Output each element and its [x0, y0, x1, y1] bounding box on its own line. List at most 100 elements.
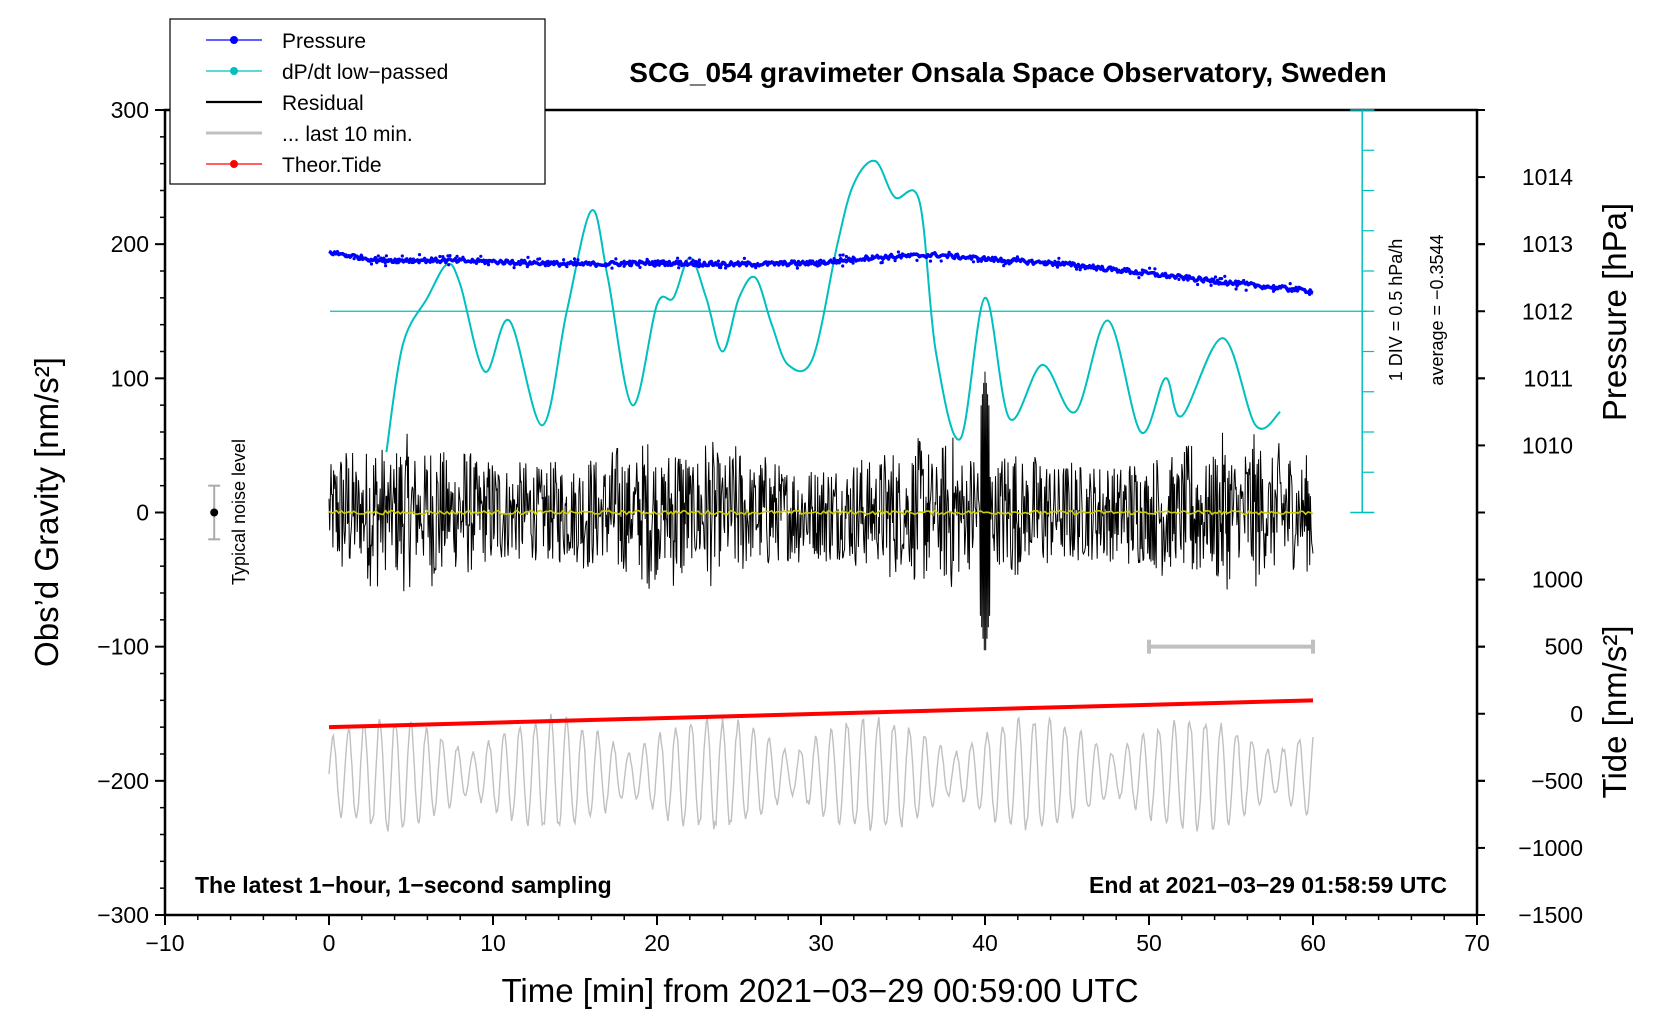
- pressure-point: [344, 255, 348, 259]
- pressure-point: [376, 254, 380, 258]
- y-tick-label: 0: [136, 500, 149, 526]
- pressure-line: [328, 249, 1314, 295]
- pressure-point: [1148, 266, 1152, 270]
- tide-tick-label: 500: [1545, 634, 1583, 660]
- y-tick-label: −300: [97, 902, 149, 928]
- pressure-point: [732, 263, 736, 267]
- pressure-point: [1060, 262, 1064, 266]
- pressure-point: [1120, 268, 1124, 272]
- pressure-point: [1123, 268, 1127, 272]
- pressure-point: [384, 264, 388, 268]
- residual-mean-line: [328, 509, 1314, 516]
- pressure-point: [1288, 282, 1292, 286]
- pressure-point: [915, 258, 919, 262]
- pressure-point: [719, 266, 723, 270]
- pressure-point: [572, 262, 576, 266]
- annotation-bottom-left: The latest 1−hour, 1−second sampling: [195, 872, 612, 898]
- pressure-point: [1196, 282, 1200, 287]
- pressure-point: [576, 258, 580, 262]
- pressure-point: [572, 257, 577, 261]
- pressure-point: [562, 258, 566, 262]
- pressure-point: [1007, 262, 1011, 266]
- tide-tick-label: −1000: [1518, 835, 1583, 861]
- pressure-point: [790, 259, 794, 263]
- pressure-point: [536, 257, 540, 261]
- y-tick-label: −100: [97, 634, 149, 660]
- pressure-point: [753, 262, 757, 267]
- pressure-point: [1236, 280, 1240, 284]
- pressure-point: [697, 265, 701, 269]
- pressure-point: [1003, 261, 1008, 266]
- pressure-point: [1290, 287, 1294, 291]
- pressure-point: [1140, 268, 1144, 272]
- pressure-point: [486, 263, 491, 267]
- pressure-point: [387, 258, 391, 262]
- pressure-point: [809, 259, 813, 263]
- pressure-point: [544, 262, 548, 266]
- pressure-point: [638, 265, 642, 269]
- pressure-point: [1223, 274, 1227, 278]
- pressure-point: [1140, 273, 1144, 277]
- pressure-point: [1218, 280, 1222, 285]
- pressure-point: [822, 261, 826, 265]
- pressure-point: [474, 261, 478, 265]
- chart-title: SCG_054 gravimeter Onsala Space Observat…: [629, 57, 1386, 88]
- annotation-bottom-right: End at 2021−03−29 01:58:59 UTC: [1089, 872, 1447, 898]
- y-tick-label: 300: [111, 97, 149, 123]
- pressure-point: [947, 250, 951, 254]
- pressure-point: [366, 258, 370, 262]
- pressure-point: [434, 258, 438, 262]
- x-tick-label: −10: [145, 930, 184, 956]
- pressure-point: [526, 255, 530, 259]
- pressure-point: [565, 265, 569, 269]
- pressure-point: [1075, 267, 1079, 271]
- legend: Pressure dP/dt low−passed Residual ... l…: [169, 18, 546, 185]
- residual-line: [328, 371, 1314, 651]
- pressure-point: [996, 259, 1000, 263]
- tide-tick-label: 0: [1570, 701, 1583, 727]
- noise-center-dot: [210, 508, 219, 517]
- pressure-point: [841, 253, 845, 257]
- y-axis-label-left: Obs’d Gravity [nm/s²]: [28, 357, 65, 667]
- pressure-point: [622, 259, 626, 263]
- pressure-point: [1177, 277, 1181, 281]
- pressure-point: [716, 259, 721, 263]
- series-layer: [208, 159, 1367, 832]
- pressure-point: [1137, 276, 1141, 280]
- pressure-point: [1011, 259, 1015, 263]
- pressure-point: [512, 266, 516, 270]
- legend-label-pressure: Pressure: [282, 30, 366, 53]
- pressure-point: [622, 264, 626, 268]
- pressure-point: [677, 266, 681, 270]
- last10-line: [328, 713, 1314, 832]
- pressure-point: [520, 260, 524, 264]
- pressure-point: [677, 259, 681, 264]
- pressure-point: [628, 259, 632, 263]
- pressure-point: [1000, 260, 1004, 264]
- pressure-tick-label: 1011: [1524, 365, 1573, 391]
- pressure-point: [340, 251, 344, 256]
- pressure-point: [1218, 277, 1222, 281]
- pressure-point: [841, 264, 845, 268]
- pressure-point: [587, 261, 591, 265]
- pressure-point: [724, 266, 728, 270]
- x-tick-label: 50: [1136, 930, 1162, 956]
- axes-layer: −10 0 10 20 30 40 50 60 703002001000−100−200−300…: [97, 97, 1583, 956]
- legend-label-tide: Theor.Tide: [282, 154, 382, 177]
- pressure-point: [867, 258, 871, 262]
- pressure-point: [1244, 288, 1248, 292]
- legend-label-dpdt: dP/dt low−passed: [282, 61, 448, 84]
- y-axis-label-pressure: Pressure [hPa]: [1596, 203, 1633, 421]
- legend-label-last10: ... last 10 min.: [282, 123, 413, 146]
- pressure-point: [851, 261, 855, 265]
- pressure-point: [1262, 286, 1266, 290]
- pressure-point: [610, 266, 614, 270]
- pressure-point: [455, 254, 459, 258]
- pressure-point: [1271, 289, 1276, 293]
- pressure-point: [697, 258, 702, 262]
- legend-label-residual: Residual: [282, 92, 364, 115]
- x-tick-label: 30: [808, 930, 834, 956]
- pressure-point: [690, 260, 694, 264]
- pressure-point: [352, 257, 356, 261]
